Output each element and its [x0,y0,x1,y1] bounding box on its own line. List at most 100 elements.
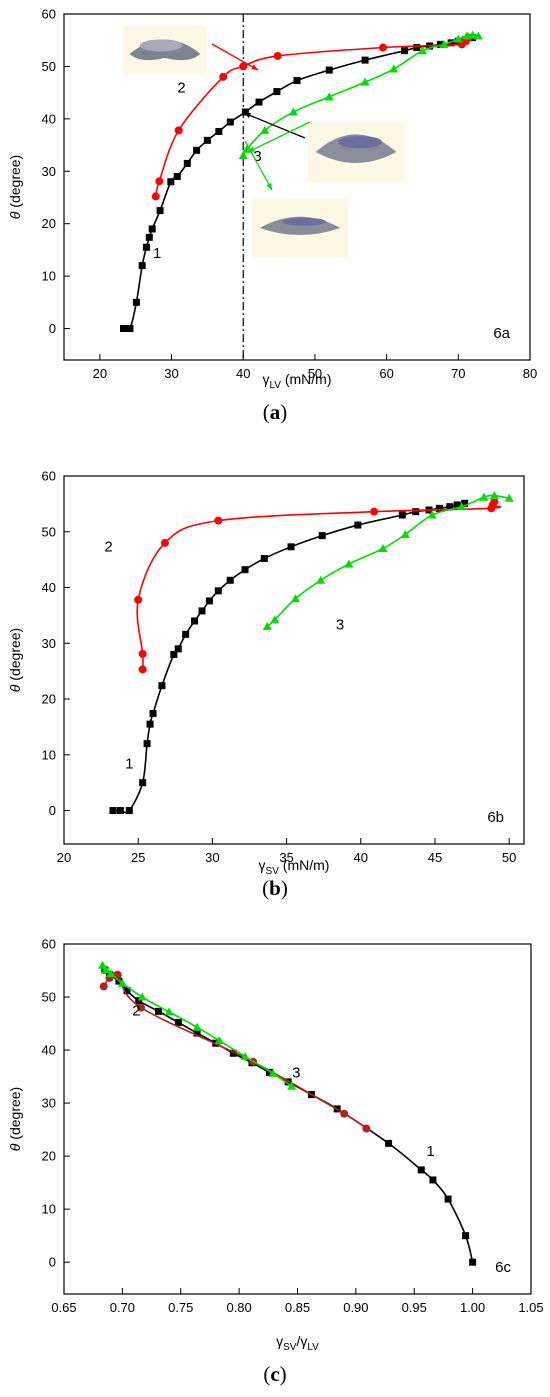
panel-c: 0.65 0.70 0.75 0.80 0.85 0.90 0.95 1.00 1.05 0 10 2… [0,934,550,1397]
x-axis-units: (mN/m) [279,857,330,873]
point-series-2 [151,192,160,201]
point-series-1 [193,146,201,154]
point-series-2 [134,595,143,604]
x-tick-label: 0.65 [51,1300,76,1315]
x-axis-label: γSV (mN/m) [259,857,330,877]
caption-c: (c) [0,1362,550,1387]
x-axis-label: γLV (mN/m) [262,371,331,391]
point-series-1 [469,1258,477,1266]
point-series-1 [203,136,211,144]
point-series-1 [183,159,191,167]
point-series-1 [109,807,117,815]
point-series-2 [273,51,282,60]
point-series-3 [192,1022,202,1031]
point-series-1 [446,503,454,511]
droplet-highlight [281,217,327,226]
point-series-3 [389,64,399,73]
caption-a: (a) [0,400,550,425]
x-tick-label: 0.85 [285,1300,310,1315]
y-tick-label: 0 [49,1255,56,1270]
point-series-2 [160,538,169,547]
point-series-1 [198,607,206,615]
pointer-arrow [247,121,311,153]
pointer-arrowhead [251,64,258,70]
point-series-3 [378,543,388,552]
point-series-1 [435,504,443,512]
chart-6a: 20 30 40 50 60 70 80 0 10 20 30 40 50 60 θ (degree) γLV… [7,7,537,392]
series-layer [120,14,483,360]
point-series-2 [370,507,379,516]
point-series-3 [344,559,354,568]
point-series-1 [142,243,150,251]
point-series-3 [427,510,437,519]
caption-a-open: ( [262,400,270,424]
point-series-3 [439,39,449,48]
y-tick-label: 60 [42,937,56,952]
caption-b-letter: b [269,876,281,900]
point-series-3 [260,125,270,134]
curve-label-3: 3 [292,1065,300,1082]
point-series-1 [116,807,124,815]
x-tick-label: 50 [502,850,516,865]
point-series-3 [360,77,370,86]
x-tick-label: 0.80 [226,1300,251,1315]
y-axis-symbol: θ [7,684,23,692]
point-series-1 [401,47,409,55]
point-series-1 [385,1139,393,1147]
point-series-1 [125,807,133,815]
point-series-1 [273,88,281,96]
y-axis-label: θ (degree) [7,155,23,219]
caption-c-letter: c [270,1362,280,1386]
y-tick-label: 30 [42,636,56,651]
point-series-3 [504,493,514,502]
x-tick-label: 80 [523,366,537,381]
caption-b-open: ( [262,876,270,900]
point-series-3 [214,1036,224,1045]
x-tick-label: 60 [379,366,393,381]
point-series-1 [139,779,147,787]
panel-a: 20 30 40 50 60 70 80 0 10 20 30 40 50 60 θ (degree) γLV… [0,0,550,430]
point-series-3 [240,1051,250,1060]
point-series-1 [120,325,128,333]
droplet-highlight [139,39,183,52]
point-series-1 [444,1195,452,1203]
x-axis-symbol: γ [262,371,269,387]
point-series-1 [226,118,234,126]
point-series-1 [135,997,143,1005]
point-series-3 [417,46,427,55]
point-series-3 [262,622,272,631]
y-axis-symbol: θ [7,1143,23,1151]
point-series-1 [215,127,223,135]
point-series-3 [316,575,326,584]
y-tick-label: 40 [42,580,56,595]
point-series-1 [354,521,362,529]
droplet-image [308,122,404,182]
curve-label-2: 2 [177,80,185,97]
y-axis-label: θ (degree) [7,1087,23,1151]
point-series-3 [268,1068,278,1077]
point-series-1 [138,262,146,270]
point-series-3 [290,594,300,603]
pointer-arrowhead [248,146,255,152]
curve-label-1: 1 [426,1143,434,1160]
point-series-1 [436,40,444,48]
point-series-1 [126,325,134,333]
x-axis-subscript: SV [266,866,280,877]
x-tick-label: 35 [279,850,293,865]
x-tick-label: 40 [236,366,250,381]
point-series-2 [239,62,248,71]
curve-label-1: 1 [125,756,133,773]
point-series-3 [164,1007,174,1016]
point-series-2 [113,970,122,979]
x-tick-label: 25 [131,850,145,865]
x-tick-label: 40 [354,850,368,865]
y-tick-label: 50 [42,59,56,74]
y-tick-label: 40 [42,1043,56,1058]
pointer-arrowhead [266,183,272,190]
curve-label-2: 2 [104,538,112,555]
point-series-3 [98,960,108,969]
point-series-2 [219,72,228,81]
x-tick-label: 0.70 [110,1300,135,1315]
curve-label-1: 1 [153,245,161,262]
y-tick-label: 50 [42,990,56,1005]
